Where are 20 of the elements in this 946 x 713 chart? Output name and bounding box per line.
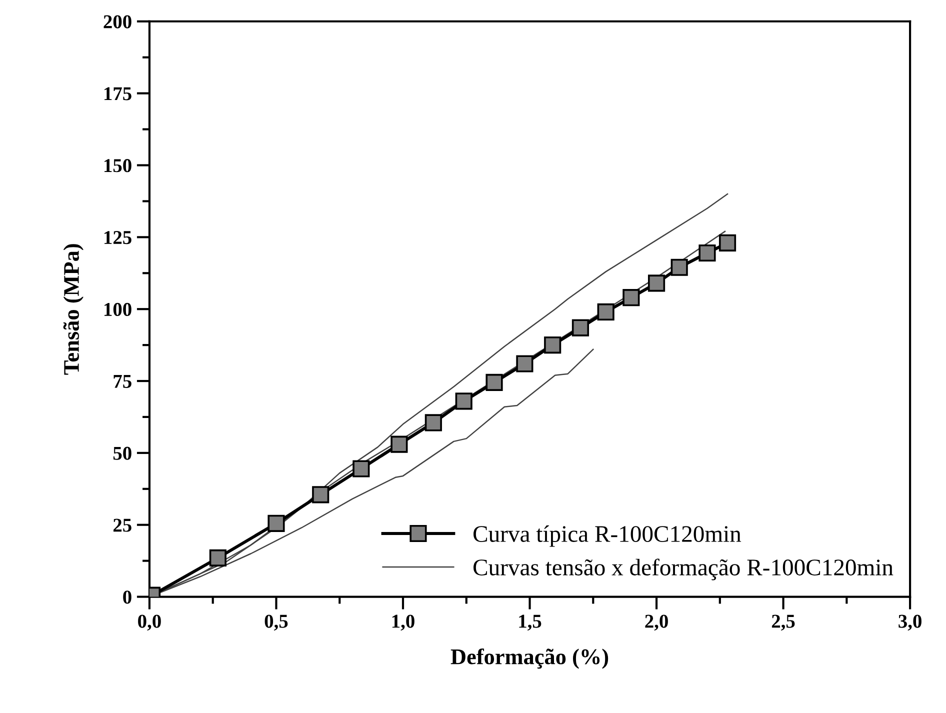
y-tick-label: 0 [123,590,132,604]
x-tick-label: 3,0 [898,614,922,631]
y-tick-label: 50 [113,446,132,460]
x-tick-label: 2,0 [645,614,668,631]
x-tick-label: 0,5 [264,614,288,631]
legend-label: Curvas tensão x deformação R-100C120min [474,558,894,580]
y-axis-title: Tensão (MPa) [63,244,84,375]
x-axis-title: Deformação (%) [450,648,608,669]
y-tick-label: 25 [113,518,132,532]
x-tick-label: 2,5 [772,614,795,631]
legend-label: Curva típica R-100C120min [474,525,742,547]
x-tick-label: 0,0 [138,614,161,631]
y-tick-label: 200 [104,15,132,28]
x-tick-label: 1,0 [392,614,414,631]
x-tick-label: 1,5 [519,614,542,631]
y-tick-label: 175 [104,87,132,100]
y-tick-label: 150 [104,159,132,172]
y-tick-label: 75 [114,375,132,388]
y-tick-label: 125 [104,231,132,244]
y-tick-label: 100 [104,302,132,316]
